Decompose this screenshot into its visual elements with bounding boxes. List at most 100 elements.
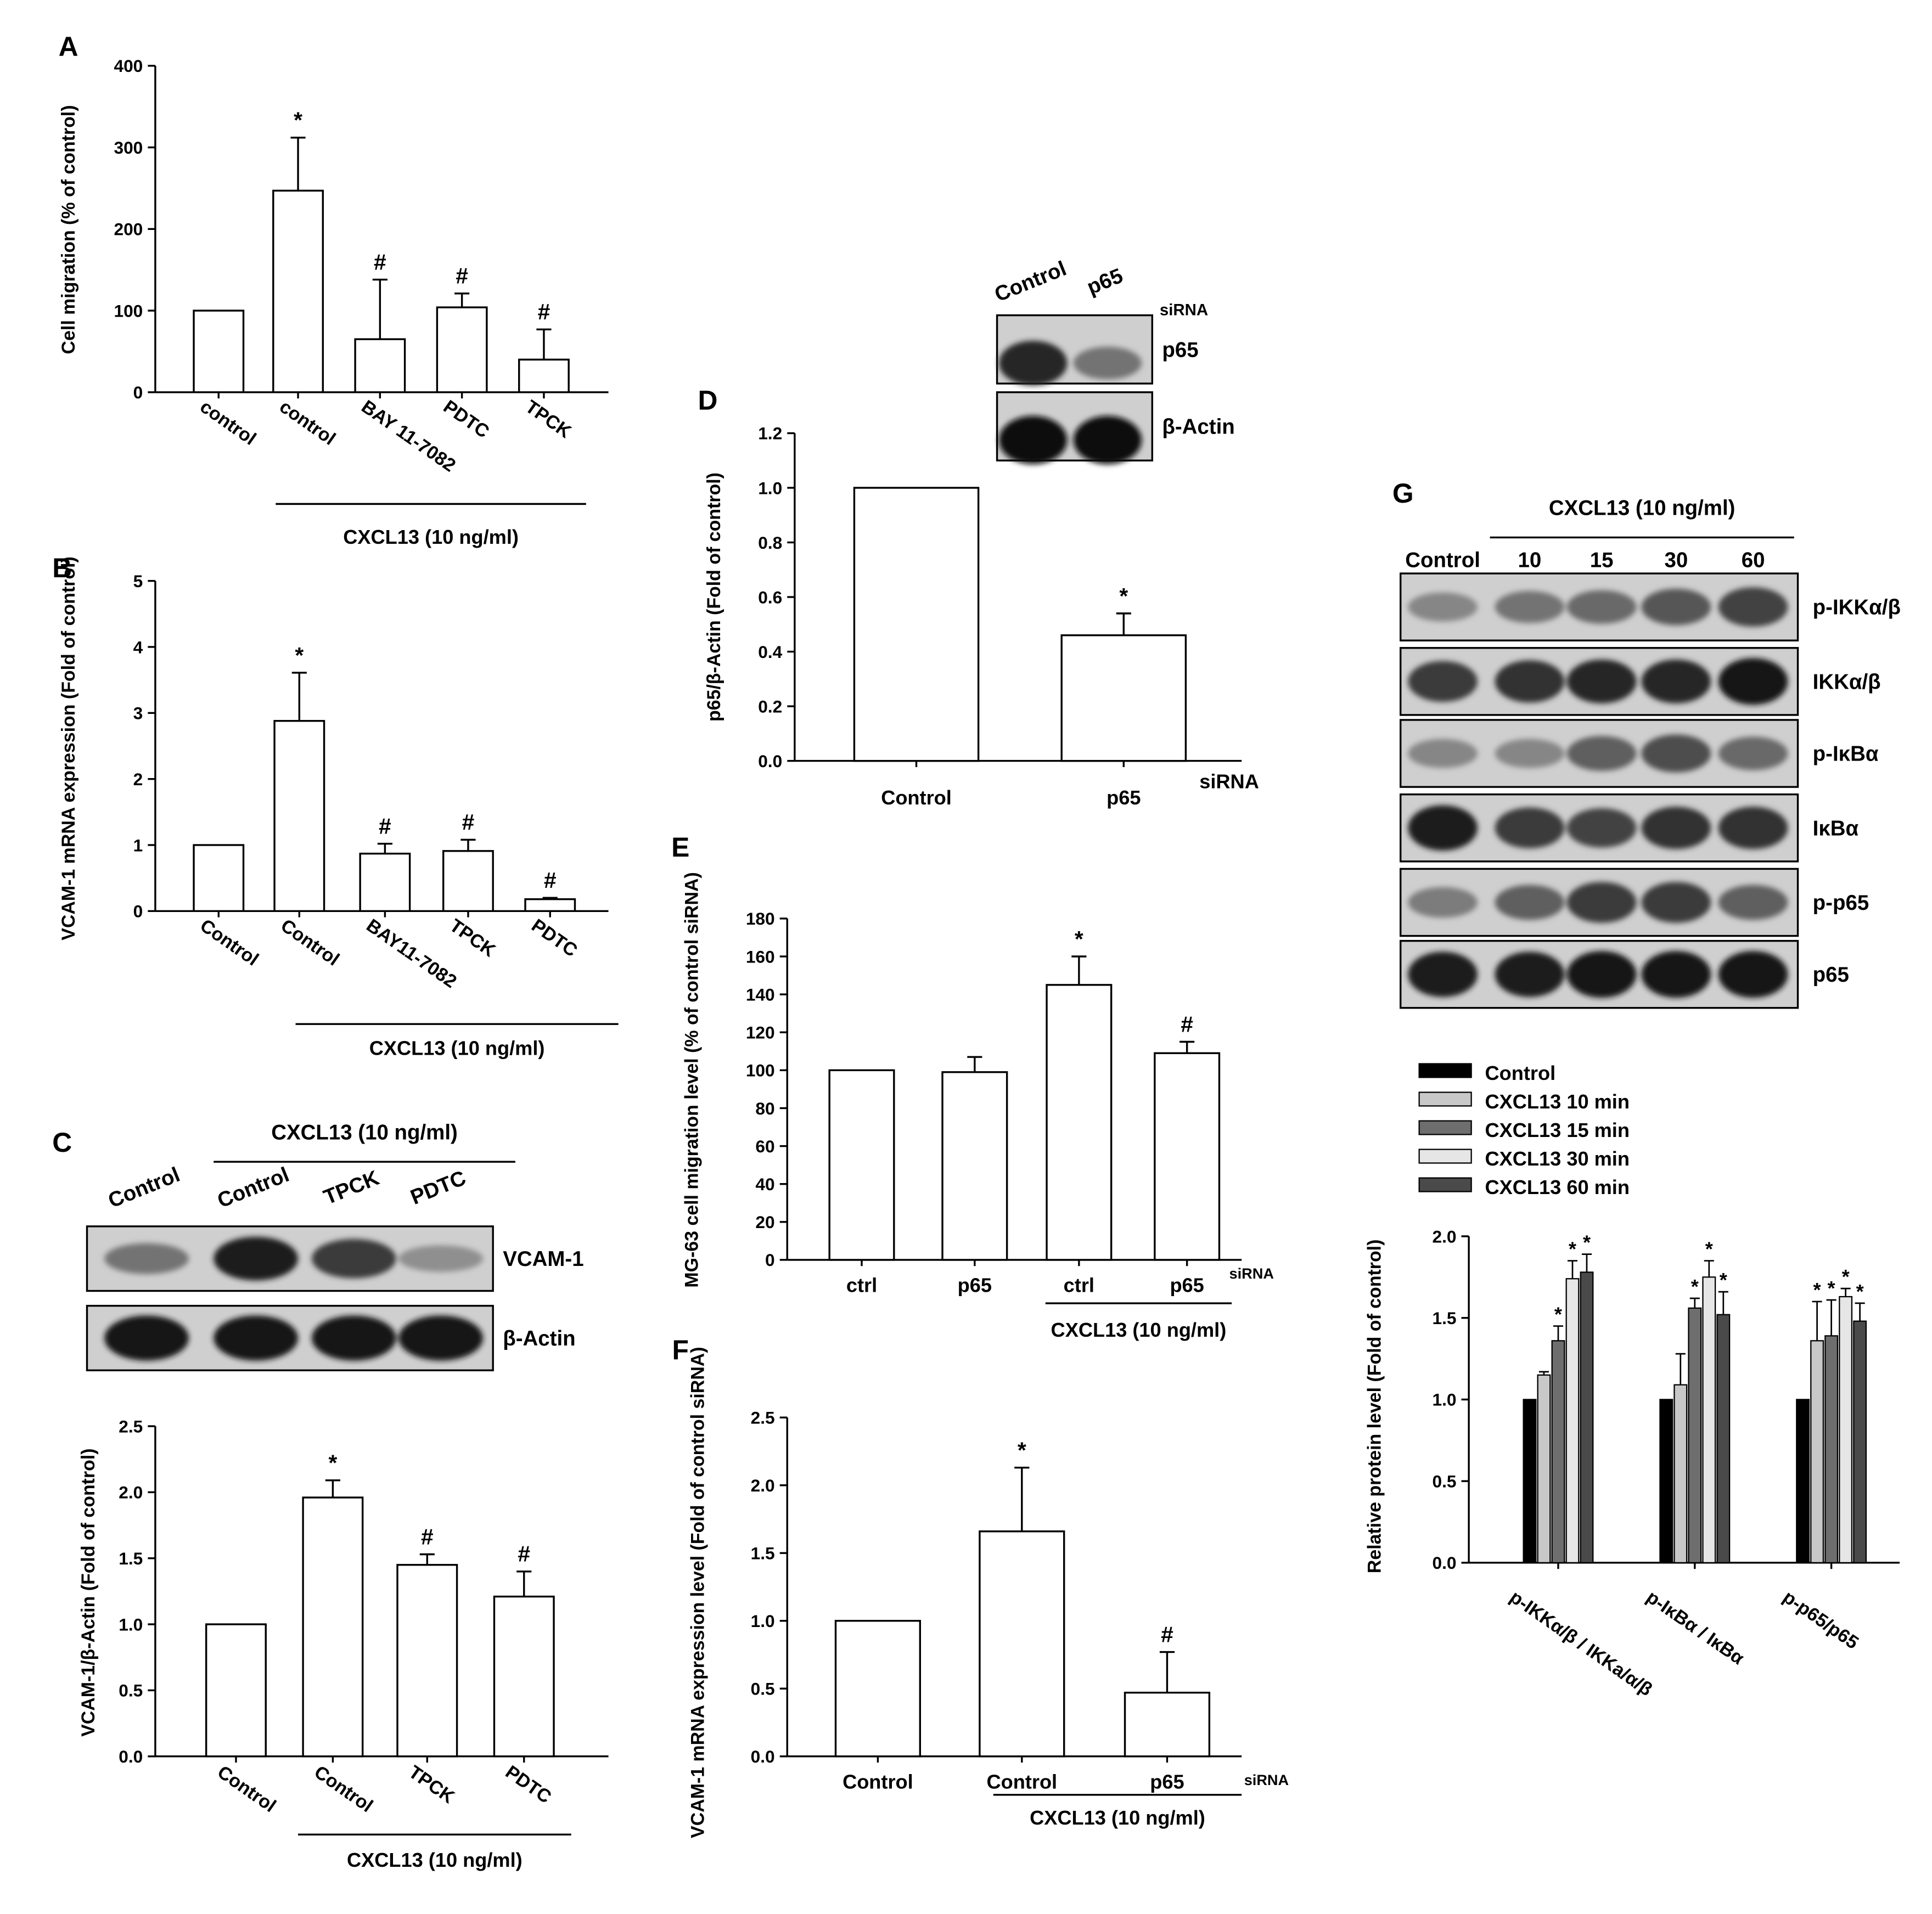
- blot-band: [1566, 736, 1637, 771]
- x-tick-label: ctrl: [1064, 1274, 1094, 1297]
- x-tick-label: p65: [1107, 786, 1141, 809]
- y-axis-label: Relative protein level (Fold of control): [1364, 1240, 1385, 1574]
- legend-swatch: [1418, 1149, 1472, 1164]
- significance-mark: *: [1828, 1277, 1836, 1299]
- bar: [1659, 1399, 1673, 1563]
- blot-row-label: p-p65: [1813, 891, 1869, 915]
- legend-label: CXCL13 60 min: [1485, 1176, 1630, 1198]
- legend-label: Control: [1485, 1062, 1556, 1084]
- blot-row-label: p65: [1162, 338, 1198, 362]
- y-tick-label: 2.5: [119, 1416, 143, 1436]
- significance-mark: *: [328, 1450, 337, 1476]
- blot-band: [214, 1315, 299, 1361]
- bar: [1060, 634, 1187, 762]
- significance-mark: *: [1119, 583, 1128, 609]
- y-tick-label: 120: [746, 1023, 775, 1043]
- bar: [1853, 1320, 1867, 1563]
- y-tick-label: 0: [133, 382, 143, 402]
- y-tick-label: 160: [746, 947, 775, 966]
- blot-band: [1718, 587, 1788, 627]
- blot-band: [1641, 807, 1711, 849]
- significance-mark: #: [1181, 1011, 1193, 1037]
- chart-B: 0 1 2 3 4 5 VCAM-1 mRNA expression (Fold of co…: [58, 556, 619, 1060]
- bar: [359, 852, 411, 913]
- blot-row-label: p-IKKα/β: [1813, 596, 1901, 620]
- x-tick-label: PDTC: [527, 915, 581, 961]
- panel-letter: G: [1392, 478, 1414, 509]
- legend-swatch: [1418, 1063, 1472, 1078]
- blot-bands: [1408, 658, 1788, 705]
- significance-mark: *: [1569, 1238, 1577, 1260]
- lane-label: Control: [1405, 549, 1480, 572]
- y-tick-label: 80: [755, 1099, 774, 1118]
- bar: [354, 338, 406, 393]
- blot-band: [1566, 590, 1637, 624]
- significance-mark: *: [1705, 1238, 1714, 1260]
- blot-band: [1566, 659, 1637, 703]
- blot-band: [214, 1236, 299, 1281]
- group-label: CXCL13 (10 ng/ml): [343, 526, 519, 548]
- legend-label: CXCL13 10 min: [1485, 1090, 1630, 1113]
- y-tick-label: 300: [114, 138, 143, 157]
- legend-label: CXCL13 30 min: [1485, 1147, 1630, 1170]
- significance-mark: #: [518, 1541, 530, 1567]
- y-tick-label: 2.0: [751, 1476, 775, 1495]
- blot-band: [1408, 739, 1478, 768]
- y-tick-label: 0: [133, 902, 143, 921]
- y-tick-label: 0.5: [751, 1679, 775, 1699]
- significance-mark: *: [1842, 1265, 1850, 1288]
- y-tick-label: 0.5: [119, 1681, 143, 1701]
- blot-band: [398, 1245, 484, 1272]
- bar: [524, 898, 576, 913]
- lane-label: 10: [1518, 549, 1542, 572]
- significance-mark: *: [1554, 1303, 1563, 1326]
- bar: [1046, 984, 1113, 1261]
- x-tick-label: p-IKKα/β / IKKa/α/β: [1506, 1586, 1656, 1700]
- bar: [1673, 1384, 1688, 1563]
- bar: [1580, 1271, 1594, 1563]
- blot-bands: [1408, 805, 1788, 851]
- lane-label: TPCK: [321, 1166, 383, 1209]
- x-tick-label: control: [276, 396, 339, 449]
- bar: [1688, 1307, 1702, 1563]
- blot-band: [1718, 658, 1788, 705]
- group-label: CXCL13 (10 ng/ml): [1051, 1319, 1227, 1341]
- significance-mark: *: [1018, 1437, 1026, 1462]
- significance-mark: #: [374, 249, 386, 274]
- y-tick-label: 0: [765, 1250, 775, 1270]
- bar: [1702, 1276, 1716, 1563]
- group-label: CXCL13 (10 ng/ml): [347, 1849, 523, 1871]
- legend-swatch: [1418, 1177, 1472, 1192]
- lane-label: Control: [105, 1163, 183, 1213]
- x-tick-label: Control: [881, 786, 952, 809]
- significance-mark: #: [544, 868, 557, 893]
- x-tick-label: p65: [958, 1274, 992, 1297]
- y-axis-label: VCAM-1/β-Actin (Fold of control): [78, 1448, 99, 1736]
- y-tick-label: 1.5: [751, 1544, 775, 1563]
- significance-mark: #: [421, 1524, 434, 1549]
- y-tick-label: 40: [755, 1174, 774, 1194]
- significance-mark: *: [1856, 1280, 1864, 1303]
- blot-band: [1495, 885, 1565, 920]
- blot-band: [1641, 659, 1711, 703]
- y-tick-label: 0.8: [758, 533, 782, 553]
- chart-C: 0.0 0.5 1.0 1.5 2.0 2.5 VCAM-1/β-Actin (Fold o…: [78, 1416, 609, 1871]
- blot-band: [1073, 346, 1142, 380]
- y-tick-label: 0.4: [758, 642, 782, 662]
- significance-mark: #: [1161, 1622, 1173, 1647]
- y-axis-label: Cell migration (% of control): [58, 105, 79, 354]
- bar: [834, 1620, 922, 1758]
- bar: [1565, 1278, 1580, 1563]
- blot-row-label: β-Actin: [1162, 415, 1234, 439]
- x-tick-label: PDTC: [502, 1761, 555, 1808]
- y-tick-label: 0.6: [758, 587, 782, 607]
- blot-band: [1641, 951, 1711, 998]
- bar: [1824, 1335, 1839, 1563]
- y-tick-label: 0.2: [758, 696, 782, 716]
- significance-mark: *: [1583, 1231, 1591, 1254]
- blot-band: [1566, 882, 1637, 923]
- blot-band: [1073, 415, 1142, 464]
- lane-label: 30: [1664, 549, 1688, 572]
- y-tick-label: 60: [755, 1136, 774, 1156]
- y-tick-label: 1.5: [119, 1549, 143, 1568]
